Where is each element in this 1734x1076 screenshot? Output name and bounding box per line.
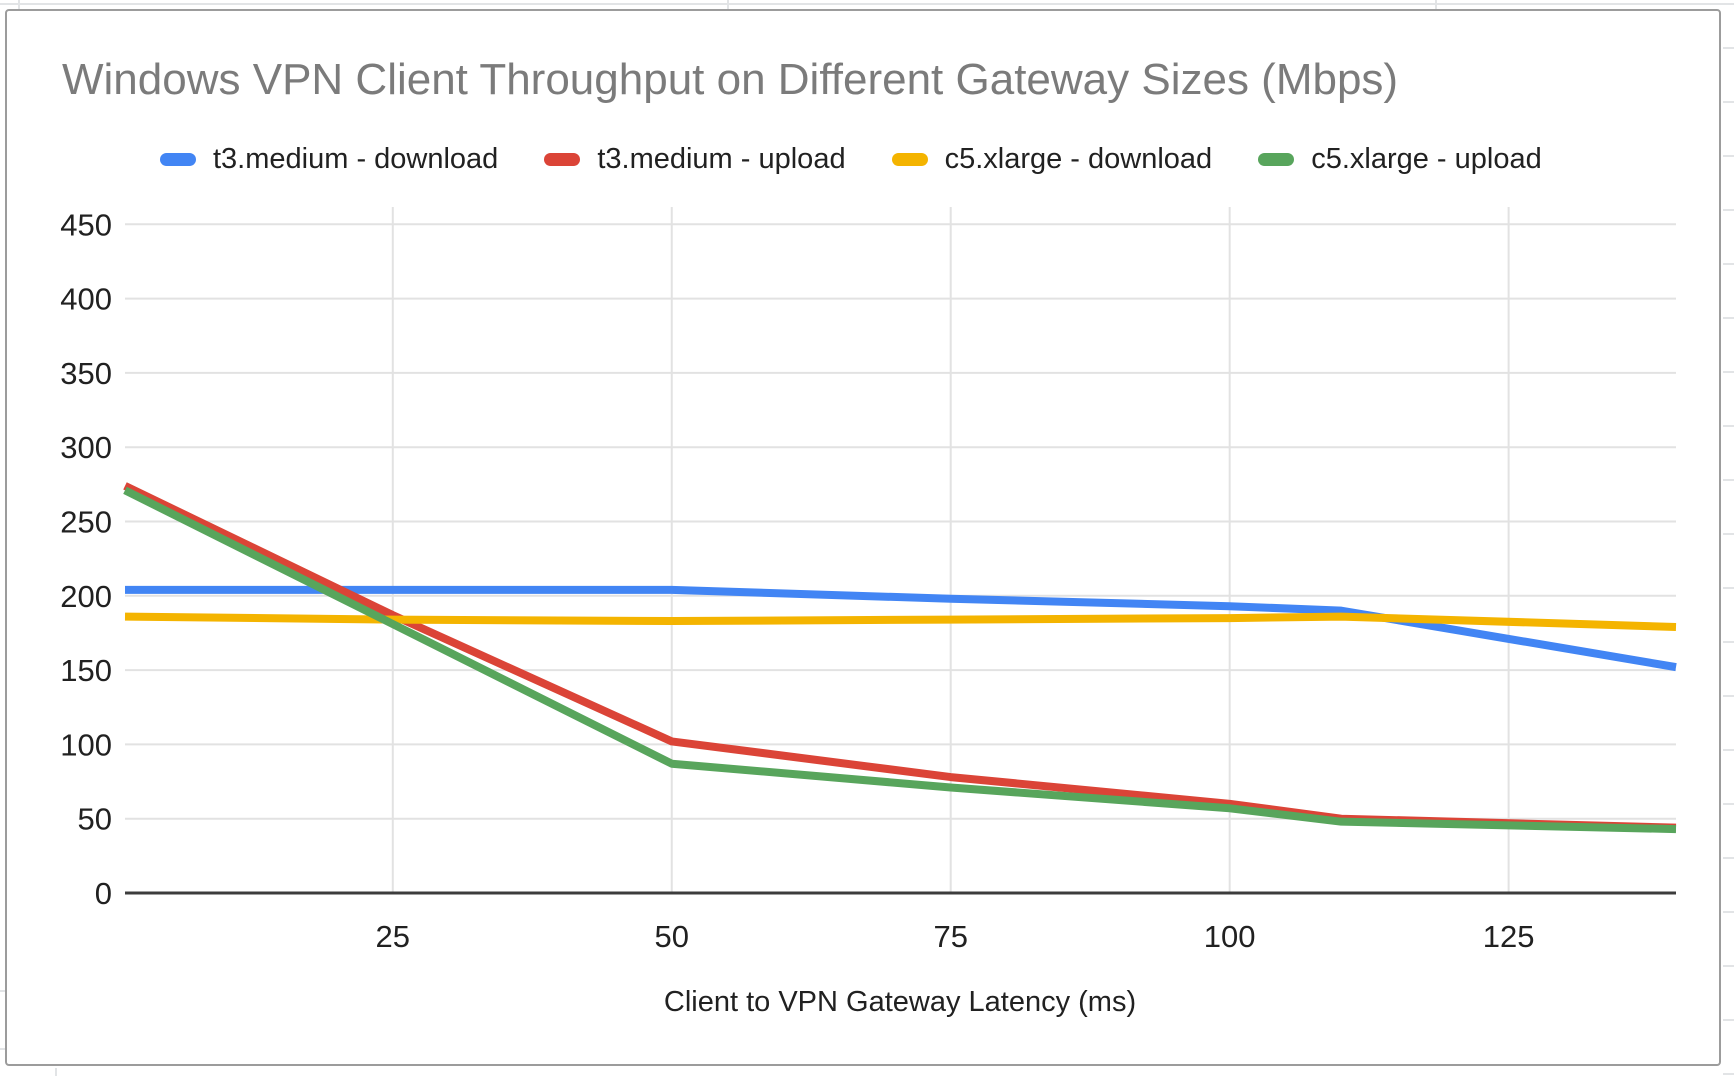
y-tick-label-300: 300 [60,430,112,465]
chart-card[interactable] [5,9,1721,1066]
legend-label: c5.xlarge - download [944,142,1213,175]
legend-swatch-blue [160,152,196,166]
y-tick-label-50: 50 [78,802,112,837]
legend-label: t3.medium - upload [597,142,846,175]
sheet-gridline-col-stub [727,0,729,9]
sheet-gridline-row-stubs-right [1723,47,1734,1076]
legend-item-c5-xlarge-download[interactable]: c5.xlarge - download [891,142,1213,176]
x-tick-label-50: 50 [655,919,689,954]
sheet-gridline-row-stub [0,990,5,992]
x-axis-title: Client to VPN Gateway Latency (ms) [663,986,1137,1018]
legend-swatch-red [544,152,581,166]
sheet-gridline-col-stub [55,1068,57,1076]
series-line-t3-medium-upload[interactable] [123,482,1677,832]
sheet-gridline-row-stub [0,1048,5,1050]
x-tick-label-125: 125 [1483,919,1535,954]
chart-legend: t3.medium - download t3.medium - upload … [160,141,1542,177]
y-tick-label-0: 0 [95,876,112,911]
sheet-gridline-col-stub [1435,0,1437,9]
y-tick-label-200: 200 [60,579,112,614]
y-tick-label-100: 100 [60,727,112,762]
y-tick-label-150: 150 [60,653,112,688]
x-tick-label-75: 75 [933,919,967,954]
legend-item-c5-xlarge-upload[interactable]: c5.xlarge - upload [1258,143,1542,176]
y-tick-label-450: 450 [60,207,112,242]
y-tick-label-350: 350 [60,356,112,391]
x-tick-label-25: 25 [376,919,410,954]
y-tick-label-400: 400 [60,282,112,317]
sheet-gridline-col-stub [18,0,20,9]
legend-label: t3.medium - download [213,142,499,175]
series-line-t3-medium-download[interactable] [125,585,1677,672]
sheet-gridline-top [0,3,1734,5]
legend-item-t3-medium-download[interactable]: t3.medium - download [160,143,498,176]
series-line-c5-xlarge-upload[interactable] [123,486,1677,834]
legend-swatch-yellow [891,152,928,166]
chart-title: Windows VPN Client Throughput on Differe… [62,55,1399,104]
legend-label: c5.xlarge - upload [1311,142,1542,175]
legend-item-t3-medium-upload[interactable]: t3.medium - upload [544,142,846,176]
y-tick-label-250: 250 [60,505,112,540]
legend-swatch-green [1258,152,1295,166]
x-tick-label-100: 100 [1204,919,1256,954]
